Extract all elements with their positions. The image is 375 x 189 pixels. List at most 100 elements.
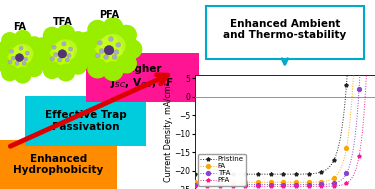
FA <box>369 66 373 68</box>
Circle shape <box>10 49 14 53</box>
Ellipse shape <box>54 39 77 60</box>
Circle shape <box>114 50 119 54</box>
PFA <box>373 66 375 68</box>
Circle shape <box>99 49 104 53</box>
Circle shape <box>112 55 117 59</box>
Circle shape <box>96 53 100 58</box>
Line: TFA: TFA <box>193 65 375 187</box>
Circle shape <box>116 53 137 74</box>
FA <box>278 181 283 184</box>
TFA <box>340 178 345 180</box>
Pristine <box>192 173 197 175</box>
Ellipse shape <box>0 35 44 79</box>
Pristine <box>278 173 283 175</box>
Text: Enhanced
Hydrophobicity: Enhanced Hydrophobicity <box>13 154 104 175</box>
FA <box>192 181 197 184</box>
FA <box>373 66 375 68</box>
Pristine <box>346 66 350 68</box>
FA <box>340 163 345 165</box>
TFA <box>290 184 294 186</box>
Y-axis label: Current Density, mA/cm²: Current Density, mA/cm² <box>164 82 173 182</box>
TFA <box>278 184 283 186</box>
Text: PFA: PFA <box>99 10 119 20</box>
Ellipse shape <box>0 36 42 77</box>
Circle shape <box>50 57 54 61</box>
Circle shape <box>0 55 10 72</box>
FancyBboxPatch shape <box>26 96 146 146</box>
Circle shape <box>87 20 108 40</box>
Circle shape <box>67 53 71 58</box>
Circle shape <box>57 58 62 62</box>
Circle shape <box>52 45 56 49</box>
Legend: Pristine, FA, TFA, PFA: Pristine, FA, TFA, PFA <box>198 154 246 186</box>
Circle shape <box>22 61 26 65</box>
PFA <box>365 66 369 68</box>
Circle shape <box>43 27 62 45</box>
Circle shape <box>34 51 52 69</box>
Text: Higher
J$_{SC}$, V$_{OC}$, FF: Higher J$_{SC}$, V$_{OC}$, FF <box>110 64 174 91</box>
Circle shape <box>108 37 113 41</box>
Circle shape <box>69 57 87 75</box>
PFA <box>290 185 294 187</box>
Ellipse shape <box>100 34 126 57</box>
Circle shape <box>26 36 43 53</box>
TFA <box>369 66 373 68</box>
TFA <box>373 66 375 68</box>
Line: PFA: PFA <box>193 65 375 188</box>
Ellipse shape <box>37 30 88 76</box>
Pristine <box>340 123 345 126</box>
FA <box>352 66 356 68</box>
PFA <box>192 185 197 187</box>
Line: FA: FA <box>193 65 375 184</box>
Circle shape <box>69 31 87 49</box>
Text: TFA: TFA <box>53 17 72 27</box>
PFA <box>278 185 283 187</box>
Circle shape <box>57 24 75 42</box>
Circle shape <box>19 46 23 50</box>
FancyBboxPatch shape <box>206 6 364 59</box>
Circle shape <box>14 30 32 47</box>
Circle shape <box>1 64 18 81</box>
Circle shape <box>57 64 75 81</box>
PFA <box>279 185 284 187</box>
Pristine <box>300 173 304 175</box>
Circle shape <box>68 47 73 51</box>
Circle shape <box>15 61 19 65</box>
Circle shape <box>87 58 108 78</box>
Ellipse shape <box>80 23 138 75</box>
FA <box>300 181 304 184</box>
Circle shape <box>15 54 24 62</box>
Circle shape <box>103 61 123 81</box>
Ellipse shape <box>38 31 86 75</box>
Text: FA: FA <box>13 22 26 32</box>
Circle shape <box>104 46 114 55</box>
Text: Enhanced Ambient
and Thermo-stability: Enhanced Ambient and Thermo-stability <box>223 19 346 40</box>
Circle shape <box>74 44 92 62</box>
Circle shape <box>116 25 137 45</box>
TFA <box>300 184 304 186</box>
Circle shape <box>11 56 15 60</box>
Circle shape <box>1 32 18 49</box>
Circle shape <box>116 43 121 47</box>
TFA <box>279 184 284 186</box>
TFA <box>192 184 197 186</box>
PFA <box>369 66 373 68</box>
FA <box>279 181 284 184</box>
Circle shape <box>104 55 108 59</box>
PFA <box>300 185 304 187</box>
Circle shape <box>26 60 43 77</box>
Line: Pristine: Pristine <box>193 65 375 176</box>
Circle shape <box>77 32 98 52</box>
Circle shape <box>62 42 66 46</box>
Circle shape <box>30 48 48 65</box>
Circle shape <box>54 52 58 57</box>
FancyBboxPatch shape <box>0 140 117 189</box>
Circle shape <box>58 50 67 58</box>
Pristine <box>279 173 284 175</box>
Circle shape <box>43 61 62 79</box>
Circle shape <box>14 67 32 84</box>
Pristine <box>290 173 294 175</box>
FA <box>290 181 294 184</box>
PFA <box>340 184 345 186</box>
FancyBboxPatch shape <box>86 53 199 102</box>
